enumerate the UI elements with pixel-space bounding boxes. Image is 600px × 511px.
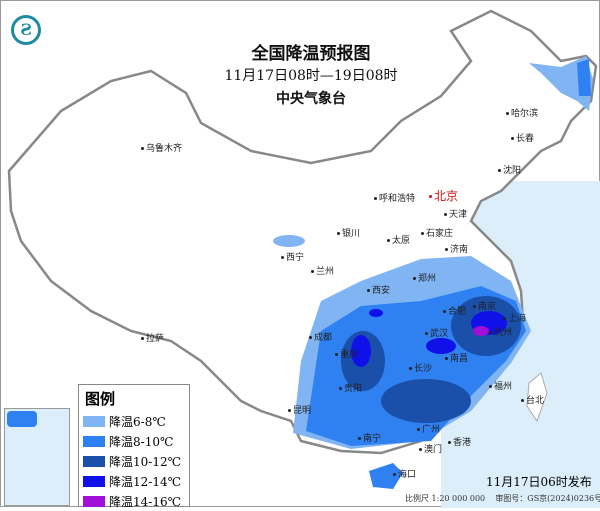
city-label: 呼和浩特 [374,191,415,204]
city-label: 沈阳 [498,163,521,176]
area-12-14 [369,309,383,317]
legend-swatch [83,435,105,447]
area-6-8-ne [529,56,593,111]
city-label: 郑州 [413,271,436,284]
legend-item: 降温10-12℃ [79,451,189,471]
legend-item: 降温8-10℃ [79,431,189,451]
city-label: 澳门 [419,442,442,455]
city-label: 西安 [367,283,390,296]
city-label: 石家庄 [421,226,453,239]
area-10-12 [381,379,471,423]
city-label: 广州 [417,422,440,435]
legend-swatch [83,455,105,467]
city-label: 重庆 [335,347,358,360]
cma-logo: Ƨ [11,15,41,45]
city-label: 南昌 [445,351,468,364]
legend-item: 降温12-14℃ [79,471,189,491]
map-title: 全国降温预报图 [251,44,371,64]
city-label: 兰州 [311,264,334,277]
agency: 中央气象台 [276,91,346,107]
city-label: 成都 [309,330,332,343]
map-approval-number: 审图号：GS京(2024)0236号 [495,494,600,503]
city-label: 济南 [445,242,468,255]
legend-swatch [83,415,105,427]
legend-label: 降温12-14℃ [109,474,182,489]
city-label: 南京 [473,299,496,312]
city-label: 合肥 [443,304,466,317]
city-label: 哈尔滨 [506,106,538,119]
city-label: 南宁 [358,431,381,444]
legend-label: 降温14-16℃ [109,494,182,509]
legend-title: 图例 [85,390,116,408]
city-label: 乌鲁木齐 [141,141,182,154]
city-label: 海口 [393,467,416,480]
city-label: 福州 [489,379,512,392]
legend-swatch [83,495,105,507]
area-14-16 [473,326,489,336]
legend-swatch [83,475,105,487]
map-footer: 比例尺 1:20 000 000 审图号：GS京(2024)0236号 [405,494,600,504]
legend-label: 降温8-10℃ [109,434,174,449]
legend-item: 降温6-8℃ [79,411,189,431]
area-8-10-ne [577,59,591,96]
city-label: 武汉 [425,326,448,339]
city-label: 太原 [387,233,410,246]
scale-text: 比例尺 1:20 000 000 [405,494,486,503]
city-label: 银川 [337,226,360,239]
legend-item: 降温14-16℃ [79,491,189,511]
issue-time: 11月17日06时发布 [486,475,592,489]
south-china-sea-inset [4,408,70,506]
city-label: 上海 [503,311,526,324]
city-label: 拉萨 [141,331,164,344]
area-12-14 [426,338,456,354]
city-label: 西宁 [281,250,304,263]
city-label: 台北 [521,393,544,406]
legend: 图例 降温6-8℃ 降温8-10℃ 降温10-12℃ 降温12-14℃ 降温14… [78,384,190,509]
legend-label: 降温6-8℃ [109,414,166,429]
area-6-8-qinghai [273,235,305,247]
city-label: 长沙 [409,361,432,374]
city-label: 天津 [444,207,467,220]
legend-label: 降温10-12℃ [109,454,182,469]
city-label: 长春 [511,131,534,144]
city-label-capital: 北京 [429,187,458,204]
inset-cooling-area [7,411,37,427]
city-label: 香港 [448,435,471,448]
forecast-period: 11月17日08时—19日08时 [224,68,398,84]
city-label: 昆明 [288,403,311,416]
city-label: 杭州 [489,325,512,338]
city-label: 贵阳 [339,381,362,394]
